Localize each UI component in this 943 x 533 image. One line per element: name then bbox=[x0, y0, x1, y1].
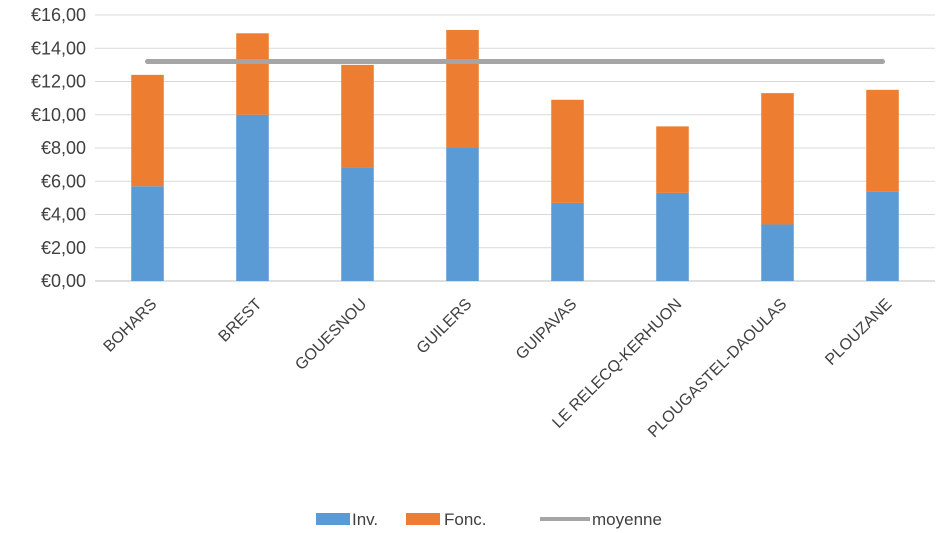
bar-fonc-3 bbox=[446, 29, 479, 148]
gridlines bbox=[95, 14, 935, 282]
x-category-label: GUILERS bbox=[414, 296, 476, 358]
bar-fonc-1 bbox=[236, 33, 269, 115]
y-tick-label: €8,00 bbox=[41, 138, 86, 158]
y-tick-label: €12,00 bbox=[31, 72, 86, 92]
legend-label-inv: Inv. bbox=[352, 510, 378, 529]
bar-fonc-2 bbox=[341, 64, 374, 168]
y-tick-label: €6,00 bbox=[41, 171, 86, 191]
bar-inv-3 bbox=[446, 148, 479, 281]
bar-inv-5 bbox=[656, 192, 689, 281]
bar-inv-6 bbox=[761, 224, 794, 281]
legend: Inv. Fonc. moyenne bbox=[316, 510, 662, 529]
bar-fonc-7 bbox=[866, 89, 899, 192]
y-tick-label: €2,00 bbox=[41, 238, 86, 258]
y-tick-label: €4,00 bbox=[41, 205, 86, 225]
y-tick-label: €14,00 bbox=[31, 38, 86, 58]
bar-inv-4 bbox=[551, 202, 584, 281]
x-category-label: GUIPAVAS bbox=[513, 296, 580, 363]
bar-fonc-4 bbox=[551, 99, 584, 203]
bars bbox=[131, 29, 899, 281]
bar-inv-0 bbox=[131, 186, 164, 281]
bar-fonc-6 bbox=[761, 93, 794, 225]
legend-swatch-inv bbox=[316, 513, 350, 525]
bar-inv-7 bbox=[866, 191, 899, 281]
x-category-label: GOUESNOU bbox=[292, 296, 370, 374]
x-category-label: PLOUZANE bbox=[822, 296, 895, 369]
legend-label-moyenne: moyenne bbox=[592, 510, 662, 529]
x-category-label: BREST bbox=[216, 296, 266, 346]
y-axis-tick-labels: €0,00 €2,00 €4,00 €6,00 €8,00 €10,00 €12,00 €14… bbox=[31, 5, 86, 291]
bar-inv-2 bbox=[341, 167, 374, 281]
y-tick-label: €16,00 bbox=[31, 5, 86, 25]
bar-fonc-5 bbox=[656, 126, 689, 193]
legend-swatch-fonc bbox=[406, 513, 440, 525]
x-category-label: BOHARS bbox=[101, 296, 161, 356]
bar-inv-1 bbox=[236, 114, 269, 281]
y-tick-label: €0,00 bbox=[41, 271, 86, 291]
bar-fonc-0 bbox=[131, 74, 164, 187]
y-tick-label: €10,00 bbox=[31, 105, 86, 125]
legend-label-fonc: Fonc. bbox=[444, 510, 487, 529]
